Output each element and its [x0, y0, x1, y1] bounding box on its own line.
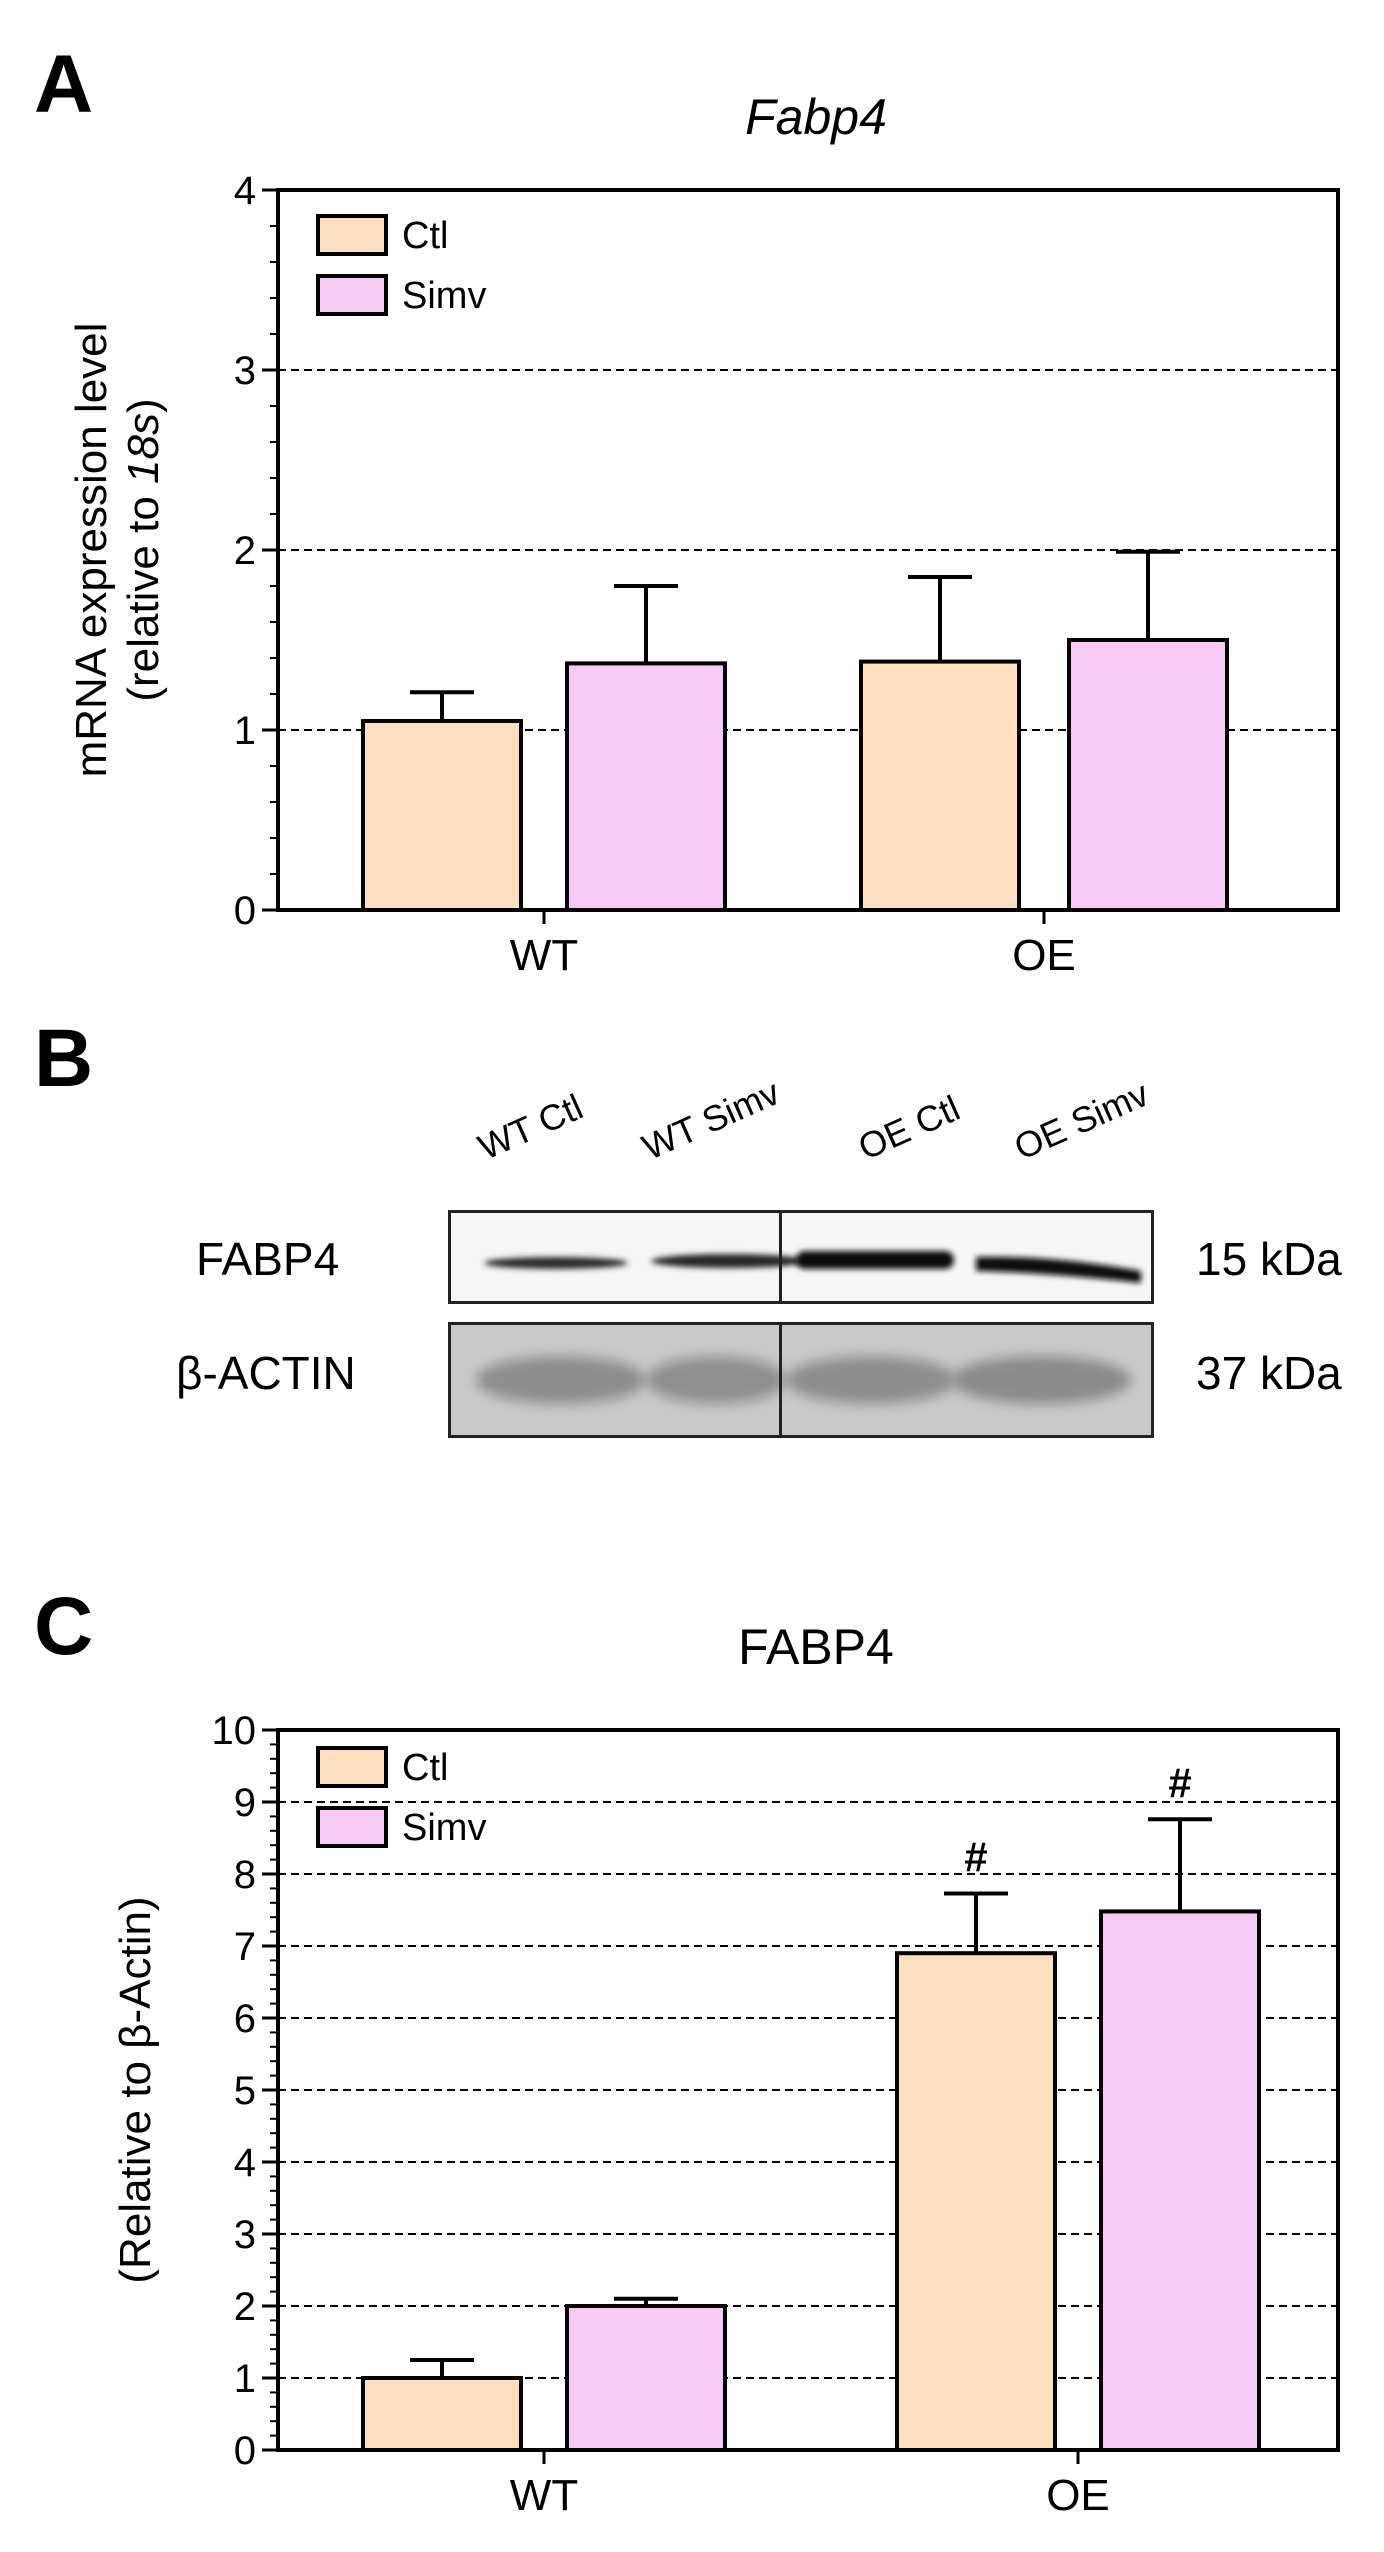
legend-label-simv: Simv	[402, 275, 486, 317]
y-tick-label: 0	[234, 2429, 256, 2473]
actin-band-wt-ctl	[476, 1356, 646, 1404]
y-tick-label: 1	[234, 709, 256, 753]
annotation-hash: #	[964, 1833, 987, 1880]
bar-oe-simv	[1099, 1909, 1261, 2452]
chart-a: 0 1 2 3 4 WT OE Ctl Simv mRNA expression level (re…	[67, 169, 1340, 980]
panel-letter-a: A	[34, 39, 94, 130]
y-tick-label: 9	[234, 1781, 256, 1825]
chart-title-c: FABP4	[738, 1619, 894, 1675]
y-axis-label-line2: (relative to 18s)	[119, 398, 168, 701]
blot-row-label-actin: β-ACTIN	[176, 1347, 356, 1399]
y-tick-label: 6	[234, 1997, 256, 2041]
blot-size-actin: 37 kDa	[1196, 1347, 1342, 1399]
x-tick-label: OE	[1046, 2471, 1110, 2520]
actin-band-oe-simv	[951, 1356, 1131, 1404]
blot-size-fabp4: 15 kDa	[1196, 1233, 1342, 1285]
y-tick-label: 3	[234, 349, 256, 393]
x-tick-label: WT	[510, 931, 578, 980]
blot-row-label-fabp4: FABP4	[196, 1233, 340, 1285]
actin-band-oe-ctl	[786, 1356, 956, 1404]
legend-swatch-simv	[316, 1806, 388, 1848]
legend-label-ctl: Ctl	[402, 215, 448, 257]
fabp4-band-wt-simv	[651, 1254, 807, 1268]
x-tick-label: WT	[510, 2471, 578, 2520]
y-tick-label: 4	[234, 169, 256, 213]
y-tick-label: 0	[234, 889, 256, 933]
y-tick-label: 10	[212, 1709, 257, 1753]
fabp4-band-wt-ctl	[484, 1257, 628, 1269]
blot-divider-fabp4	[779, 1213, 782, 1301]
bar-oe-ctl	[895, 1951, 1057, 2452]
annotation-hash: #	[1168, 1759, 1191, 1806]
bar-wt-simv	[565, 661, 727, 913]
bar-wt-ctl	[361, 719, 523, 912]
panel-letter-b: B	[34, 1013, 94, 1104]
fabp4-band-oe-simv	[976, 1256, 1141, 1283]
y-tick-label: 8	[234, 1853, 256, 1897]
plot-frame	[276, 188, 1340, 912]
bar-wt-ctl	[361, 2376, 523, 2452]
legend-label-ctl: Ctl	[402, 1747, 448, 1789]
y-tick-label: 2	[234, 529, 256, 573]
y-tick-label: 4	[234, 2141, 256, 2185]
y-tick-label: 3	[234, 2213, 256, 2257]
x-tick-label: OE	[1012, 931, 1076, 980]
legend-swatch-ctl	[316, 214, 388, 256]
y-tick-label: 5	[234, 2069, 256, 2113]
legend-swatch-simv	[316, 274, 388, 316]
y-tick-label: 1	[234, 2357, 256, 2401]
y-axis-label: (Relative to β-Actin)	[111, 1896, 160, 2283]
fabp4-band-oe-ctl	[796, 1251, 954, 1269]
y-tick-label: 2	[234, 2285, 256, 2329]
blot-strip-fabp4	[448, 1210, 1154, 1304]
actin-band-wt-simv	[646, 1356, 786, 1404]
y-axis-label: mRNA expression level	[67, 323, 116, 778]
chart-title-a: Fabp4	[745, 89, 887, 145]
plot-frame	[276, 1728, 1340, 2452]
bar-wt-simv	[565, 2304, 727, 2452]
blot-strip-actin	[448, 1322, 1154, 1438]
legend-swatch-ctl	[316, 1746, 388, 1788]
y-tick-label: 7	[234, 1925, 256, 1969]
blot-divider-actin	[779, 1325, 782, 1435]
legend-label-simv: Simv	[402, 1807, 486, 1849]
panel-letter-c: C	[34, 1581, 94, 1672]
bar-oe-simv	[1067, 638, 1229, 912]
